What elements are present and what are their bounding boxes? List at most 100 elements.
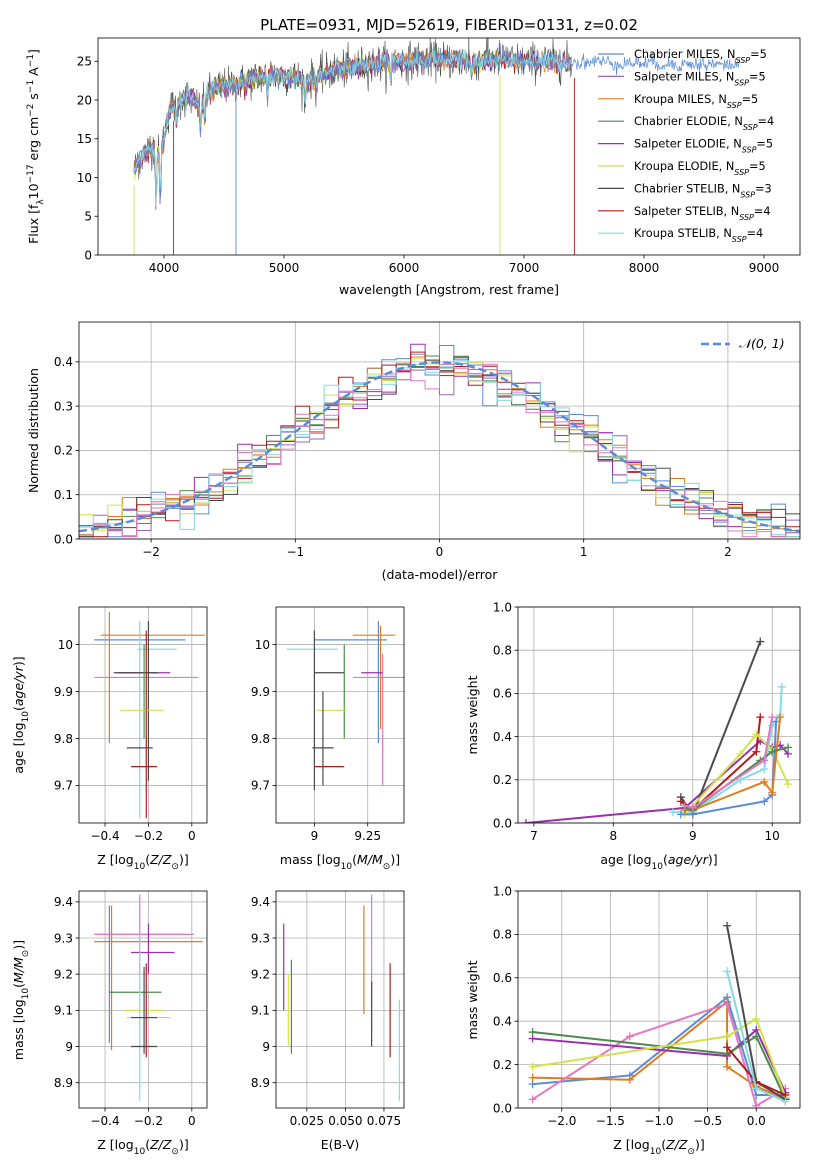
legend-label: Salpeter STELIB, NSSP=4 xyxy=(634,205,771,222)
data-point-marker xyxy=(777,682,786,691)
data-point-marker xyxy=(784,743,793,752)
y-tick-label: 9.3 xyxy=(54,931,73,945)
legend-label: Kroupa ELODIE, NSSP=5 xyxy=(634,160,766,177)
panel-spectrum: 4000 5000 6000 7000 8000 9000 0 5 10 15 20 25 xyxy=(77,37,801,275)
y-tick-label: 9.1 xyxy=(54,1004,73,1018)
x-axis-label: E(B-V) xyxy=(321,1137,360,1152)
plot-area xyxy=(286,621,404,791)
x-tick-label: 10 xyxy=(765,829,780,843)
x-tick-label: −2 xyxy=(142,545,160,559)
data-point-marker xyxy=(680,801,689,810)
panel-residuals: −2 −1 0 1 2 0.0 0.1 0.2 0.3 0.4 xyxy=(54,321,801,559)
legend: 𝒩(0, 1) xyxy=(701,336,785,351)
y-axis-label: Flux [fλ10−17 erg cm−2 s−1 A−1] xyxy=(26,49,46,244)
x-tick-label: 9.25 xyxy=(354,829,381,843)
y-tick-label: 0.2 xyxy=(493,1058,512,1072)
y-axis-label: age [log10(age/yr)] xyxy=(11,656,31,773)
x-tick-label: −2.0 xyxy=(547,1114,576,1128)
data-point-marker xyxy=(752,1015,761,1024)
data-point-marker xyxy=(625,1075,634,1084)
series-line xyxy=(532,1031,787,1100)
x-tick-label: 9 xyxy=(689,829,697,843)
data-point-marker xyxy=(688,803,697,812)
y-tick-label: 9.2 xyxy=(251,967,270,981)
data-point-marker xyxy=(521,819,530,823)
x-tick-label: −1.0 xyxy=(644,1114,673,1128)
x-axis-label: age [log10(age/yr)] xyxy=(600,852,717,872)
panel-mass_vs_ebv: 0.025 0.050 0.075 8.9 9 9.1 9.2 9.3 9.4 xyxy=(251,890,405,1128)
legend-label: Chabrier STELIB, NSSP=3 xyxy=(634,182,772,199)
x-tick-label: 0.025 xyxy=(290,1114,324,1128)
y-tick-label: 0.8 xyxy=(493,928,512,942)
legend-label: Kroupa MILES, NSSP=5 xyxy=(634,93,758,110)
data-point-marker xyxy=(528,1095,537,1104)
series-line xyxy=(532,1028,787,1094)
y-tick-label: 0.2 xyxy=(54,444,73,458)
y-axis-label: Normed distribution xyxy=(26,368,41,493)
panel-mass_vs_z: −0.4 −0.2 0 8.9 9 9.1 9.2 9.3 9.4 xyxy=(54,890,208,1128)
panel-age_vs_z: −0.4 −0.2 0 9.7 9.8 9.9 10 xyxy=(54,606,208,843)
y-tick-label: 25 xyxy=(77,55,92,69)
y-axis-label: mass weight xyxy=(465,960,480,1039)
x-tick-label: 2 xyxy=(724,545,732,559)
y-tick-label: 9 xyxy=(65,1040,73,1054)
x-tick-label: 4000 xyxy=(149,261,180,275)
axes-frame xyxy=(97,37,801,256)
y-tick-label: 0.6 xyxy=(493,687,512,701)
data-point-marker xyxy=(723,1062,732,1071)
spectrum-line xyxy=(133,48,572,207)
plot-area xyxy=(528,921,790,1108)
legend-label: 𝒩(0, 1) xyxy=(739,336,785,351)
data-point-marker xyxy=(760,765,769,773)
data-point-marker xyxy=(528,1073,537,1082)
y-tick-label: 0.6 xyxy=(493,971,512,985)
x-axis-label: Z [log10(Z/Z⊙)] xyxy=(613,1137,704,1157)
y-tick-label: 9.4 xyxy=(251,895,270,909)
data-point-marker xyxy=(723,999,732,1008)
data-point-marker xyxy=(723,967,732,976)
x-tick-label: 7000 xyxy=(509,261,540,275)
y-tick-label: 0.4 xyxy=(493,730,512,744)
y-tick-label: 10 xyxy=(77,171,92,185)
y-tick-label: 0 xyxy=(84,248,92,262)
axes-frame xyxy=(78,606,208,824)
axes-frame xyxy=(517,606,801,824)
y-tick-label: 20 xyxy=(77,93,92,107)
y-tick-label: 9.8 xyxy=(251,732,270,746)
data-point-marker xyxy=(723,921,732,930)
y-tick-label: 9.3 xyxy=(251,931,270,945)
y-tick-label: 0.8 xyxy=(493,644,512,658)
data-point-marker xyxy=(776,713,785,722)
histogram-step xyxy=(79,363,800,539)
plot-area xyxy=(79,343,800,539)
y-tick-label: 0.2 xyxy=(493,773,512,787)
y-tick-label: 9.2 xyxy=(54,967,73,981)
legend-label: Salpeter ELODIE, NSSP=5 xyxy=(634,138,773,155)
x-tick-label: 8 xyxy=(610,829,618,843)
plot-area xyxy=(94,611,205,819)
x-tick-label: 5000 xyxy=(269,261,300,275)
y-tick-label: 10 xyxy=(255,638,270,652)
spectrum-line-red xyxy=(571,53,741,76)
chart-title: PLATE=0931, MJD=52619, FIBERID=0131, z=0… xyxy=(260,16,638,34)
y-tick-label: 8.9 xyxy=(54,1076,73,1090)
data-point-marker xyxy=(768,713,777,722)
x-tick-label: −0.2 xyxy=(134,829,163,843)
data-point-marker xyxy=(528,1062,537,1071)
y-tick-label: 9.8 xyxy=(54,732,73,746)
y-tick-label: 0.0 xyxy=(493,816,512,830)
y-tick-label: 0.4 xyxy=(54,355,73,369)
y-tick-label: 0.4 xyxy=(493,1015,512,1029)
data-point-marker xyxy=(781,1097,790,1106)
axes-frame xyxy=(78,890,208,1109)
data-point-marker xyxy=(736,749,745,758)
x-tick-label: 9 xyxy=(311,829,319,843)
series-line xyxy=(684,716,774,809)
x-tick-label: −0.4 xyxy=(90,1114,119,1128)
x-axis-label: wavelength [Angstrom, rest frame] xyxy=(339,282,559,297)
legend: Chabrier MILES, NSSP=5 Salpeter MILES, NS… xyxy=(598,48,774,244)
y-tick-label: 0.3 xyxy=(54,399,73,413)
data-point-marker xyxy=(676,810,685,819)
x-tick-label: −1.5 xyxy=(596,1114,625,1128)
panel-weight_vs_z: −2.0 −1.5 −1.0 −0.5 0.0 0.0 0.2 0.4 0.6 0.8 1.0 xyxy=(493,884,801,1128)
